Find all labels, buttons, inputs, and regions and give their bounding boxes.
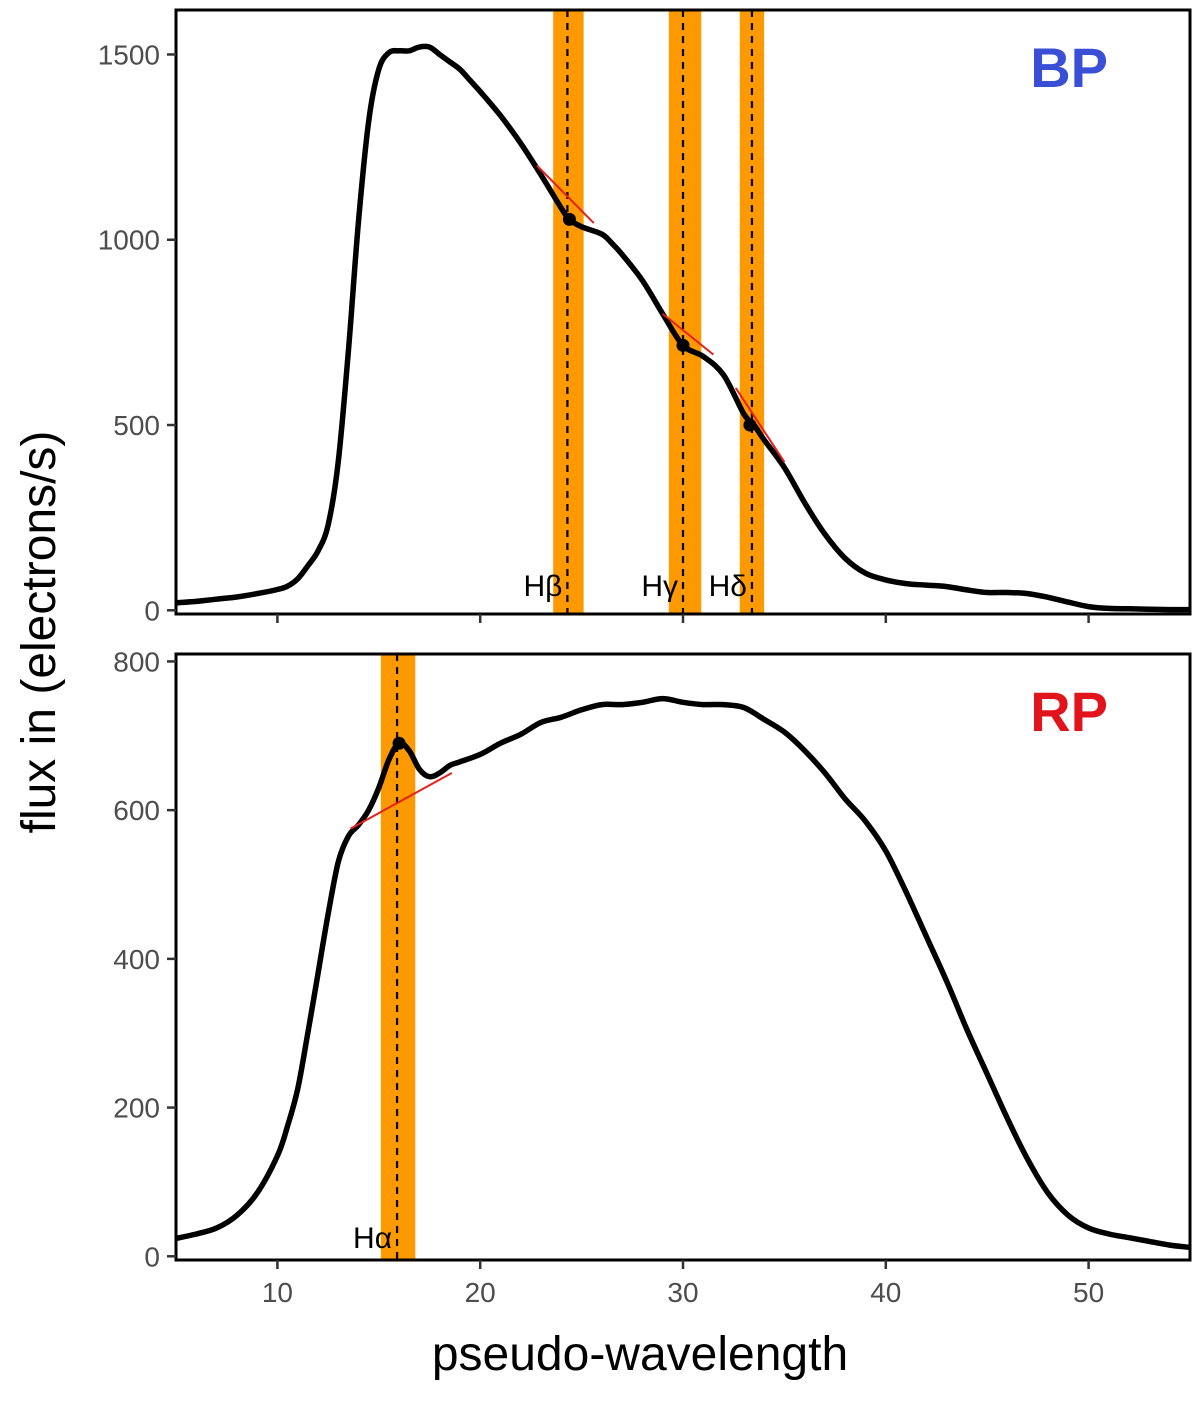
y-tick-label: 1000 [98,225,160,256]
spectrum-line [176,695,1190,1251]
rp-panel-label: RP [1030,680,1108,743]
y-tick-label: 200 [113,1093,160,1124]
rp-panel: Hα 0 200 400 600 800 10 20 30 40 50 RP [113,646,1192,1308]
y-tick-label: 1500 [98,39,160,70]
y-tick-label: 800 [113,646,160,677]
line-center-marker [676,338,690,352]
x-tick-label: 10 [262,1277,293,1308]
x-axis-title: pseudo-wavelength [432,1328,848,1381]
bp-bands: Hβ Hγ Hδ [523,10,765,614]
line-label: Hγ [641,570,678,603]
bp-axes: 0 500 1000 1500 [98,8,1192,626]
x-tick-label: 20 [465,1277,496,1308]
rp-axes: 0 200 400 600 800 10 20 30 40 50 [113,646,1192,1308]
bp-curves [176,43,1190,613]
y-tick-label: 400 [113,944,160,975]
band-Hγ [668,10,702,614]
x-tick-label: 50 [1073,1277,1104,1308]
continuum-segment [349,772,453,830]
line-label: Hδ [709,570,747,603]
line-center-marker [392,736,406,750]
line-center-marker [743,418,757,432]
y-tick-label: 0 [144,595,160,626]
y-tick-label: 600 [113,795,160,826]
line-label: Hα [353,1222,392,1255]
y-tick-label: 500 [113,410,160,441]
x-tick-label: 30 [667,1277,698,1308]
rp-curves [176,695,1190,1251]
continuum-segment [734,387,786,463]
spectrum-line [176,43,1190,613]
panel-frame [174,652,1192,1262]
y-tick-label: 0 [144,1241,160,1272]
continuum-segment [662,313,715,356]
y-axis-title: flux in (electrons/s) [13,431,66,834]
x-tick-label: 40 [870,1277,901,1308]
bp-panel-label: BP [1030,36,1108,99]
line-center-marker [562,212,576,226]
continuum-segment [536,164,595,224]
line-label: Hβ [523,570,562,603]
bp-panel: Hβ Hγ Hδ 0 500 1000 1500 BP [98,8,1192,626]
